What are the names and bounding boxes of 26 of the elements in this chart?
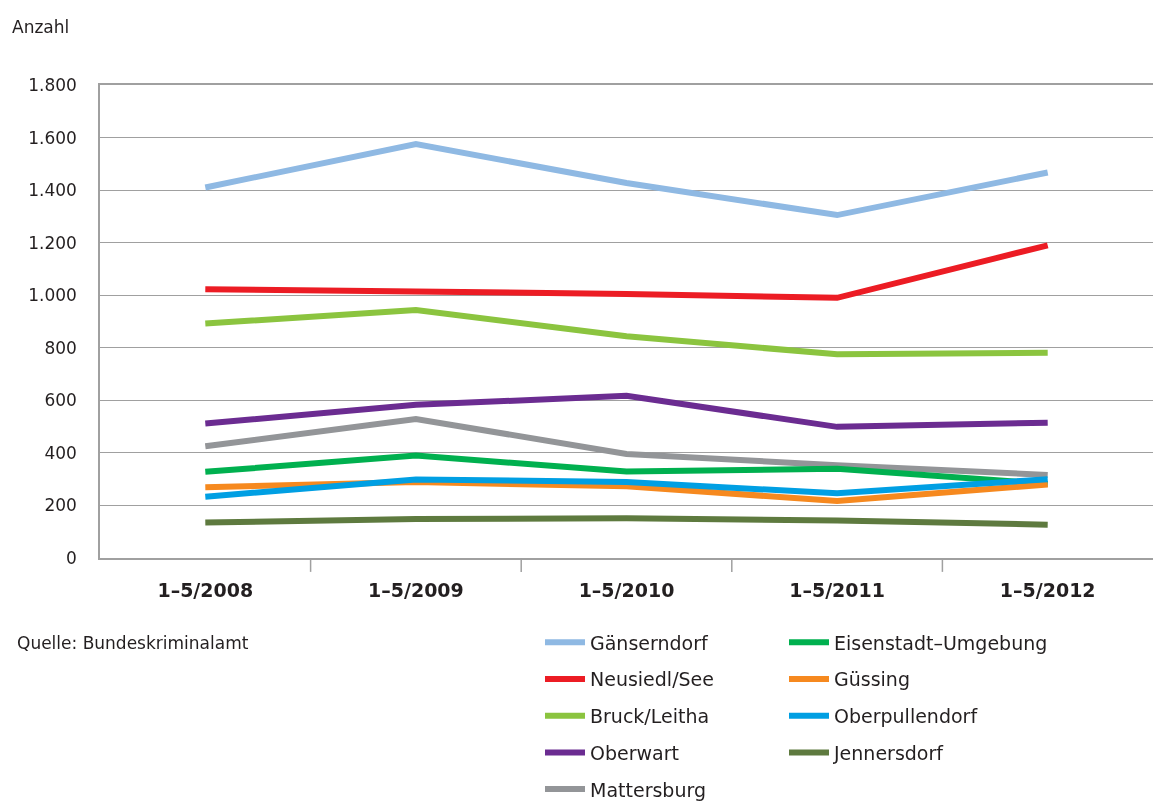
source-note: Quelle: Bundeskriminalamt (17, 633, 249, 653)
x-tick-label: 1–5/2012 (999, 578, 1096, 601)
y-tick-label: 0 (66, 547, 77, 568)
y-tick-label: 800 (44, 337, 77, 358)
legend-label: Jennersdorf (833, 741, 945, 764)
x-tick-label: 1–5/2011 (789, 578, 885, 601)
y-tick-label: 1.600 (28, 127, 77, 148)
y-axis-title: Anzahl (12, 17, 70, 37)
y-tick-label: 200 (44, 495, 77, 516)
legend-label: Eisenstadt–Umgebung (834, 631, 1048, 654)
legend-label: Bruck/Leitha (590, 705, 710, 728)
y-tick-label: 400 (44, 442, 77, 463)
y-tick-label: 1.200 (28, 232, 77, 253)
y-tick-label: 1.000 (28, 285, 77, 306)
legend-label: Gänserndorf (590, 631, 710, 654)
y-tick-label: 600 (44, 390, 77, 411)
legend-label: Oberwart (590, 741, 679, 764)
y-tick-label: 1.800 (28, 74, 77, 95)
x-tick-label: 1–5/2008 (157, 578, 254, 601)
x-tick-label: 1–5/2009 (368, 578, 464, 601)
legend-label: Neusiedl/See (590, 668, 714, 691)
legend-label: Oberpullendorf (834, 705, 979, 728)
legend-label: Güssing (834, 668, 910, 691)
legend-label: Mattersburg (590, 778, 706, 801)
x-tick-label: 1–5/2010 (578, 578, 675, 601)
y-tick-label: 1.400 (28, 180, 77, 201)
